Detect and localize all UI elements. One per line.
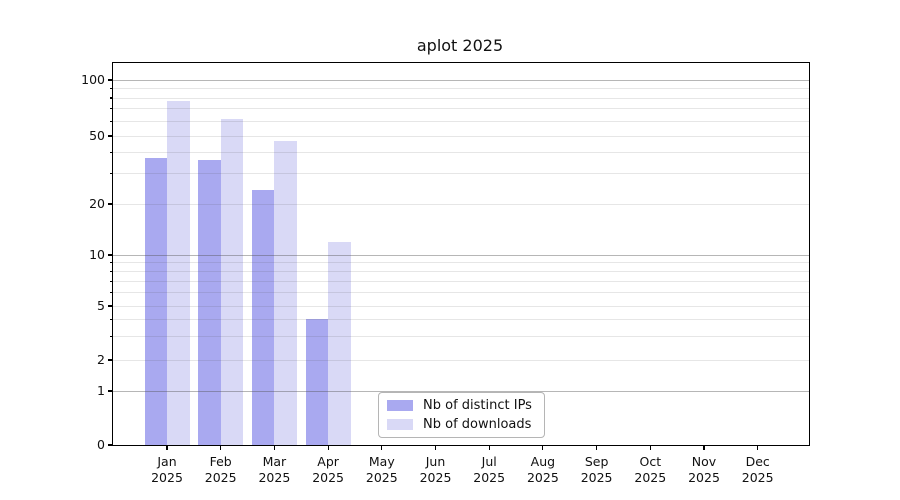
y-tick-label: 5 <box>97 298 105 313</box>
y-minor-gridline <box>113 120 809 122</box>
x-tick <box>327 445 329 450</box>
y-tick <box>108 203 113 205</box>
y-minor-tick <box>110 335 113 337</box>
bar-downloads <box>220 118 244 445</box>
y-tick-label: 1 <box>97 383 105 398</box>
y-minor-tick <box>110 280 113 282</box>
x-tick-label: Oct 2025 <box>634 454 667 485</box>
x-tick <box>703 445 705 450</box>
y-minor-gridline <box>113 152 809 154</box>
x-tick-label: May 2025 <box>365 454 398 485</box>
y-minor-gridline <box>113 108 809 110</box>
y-tick-label: 20 <box>89 196 105 211</box>
y-minor-tick <box>110 87 113 90</box>
x-tick <box>757 445 759 450</box>
y-minor-tick <box>110 120 113 122</box>
y-minor-gridline <box>113 135 809 137</box>
plot-area: 100 50 20 10 5 2 1 0 Jan 2025 Feb 2025 Mar 2025 Apr… <box>81 62 810 485</box>
x-tick-label: Mar 2025 <box>258 454 291 485</box>
y-minor-gridline <box>113 292 809 294</box>
x-tick <box>220 445 222 450</box>
axes-decorations: 100 50 20 10 5 2 1 0 Jan 2025 Feb 2025 Mar 2025 Apr… <box>81 63 809 485</box>
y-tick-label: 10 <box>89 247 105 262</box>
y-minor-gridline <box>113 318 809 320</box>
y-tick-label: 50 <box>89 128 105 143</box>
y-minor-gridline <box>113 270 809 272</box>
y-tick-label: 2 <box>97 352 105 367</box>
legend-label: Nb of distinct IPs <box>423 398 532 414</box>
x-tick <box>649 445 651 450</box>
y-minor-gridline <box>113 335 809 337</box>
y-minor-gridline <box>113 305 809 307</box>
y-minor-tick <box>110 151 113 154</box>
y-tick <box>108 135 113 137</box>
legend-label: Nb of downloads <box>423 416 532 432</box>
legend-row: Nb of distinct IPs <box>387 398 535 414</box>
x-tick <box>596 445 598 450</box>
y-minor-gridline <box>113 203 809 205</box>
legend-box: Nb of distinct IPs Nb of downloads <box>378 392 545 438</box>
bar-downloads <box>328 241 351 445</box>
y-tick <box>108 254 113 256</box>
x-tick <box>488 445 490 450</box>
bar-distinct-ips <box>251 190 275 445</box>
x-tick <box>381 445 383 450</box>
y-minor-tick <box>110 262 113 264</box>
legend-swatch <box>387 418 413 430</box>
y-minor-gridline <box>113 359 809 361</box>
y-tick <box>108 444 113 446</box>
bars-layer <box>113 63 809 445</box>
x-tick-label: Nov 2025 <box>688 454 720 485</box>
grid-layer <box>113 63 809 445</box>
y-major-gridline <box>113 79 809 81</box>
y-tick <box>108 390 113 392</box>
y-tick <box>108 305 113 307</box>
x-tick-label: Feb 2025 <box>204 454 237 485</box>
y-major-gridline <box>113 254 809 256</box>
y-tick-label: 100 <box>81 72 105 87</box>
y-minor-gridline <box>113 173 809 175</box>
chart-title: aplot 2025 <box>416 36 504 55</box>
y-minor-tick <box>110 97 113 99</box>
x-tick <box>166 445 168 450</box>
y-minor-tick <box>110 173 113 175</box>
x-tick-label: Aug 2025 <box>526 454 559 485</box>
x-tick-label: Apr 2025 <box>312 454 344 485</box>
bar-downloads <box>167 101 190 445</box>
x-tick <box>273 445 275 450</box>
y-tick <box>108 79 113 81</box>
y-minor-tick <box>110 318 113 320</box>
x-tick-label: Jan 2025 <box>151 454 183 485</box>
x-tick-label: Jun 2025 <box>419 454 452 485</box>
legend-swatch <box>387 400 413 412</box>
y-minor-gridline <box>113 97 809 99</box>
bar-distinct-ips <box>144 158 167 445</box>
bar-downloads <box>274 140 297 445</box>
x-tick-label: Dec 2025 <box>741 454 774 485</box>
y-tick <box>108 359 113 361</box>
x-tick <box>542 445 544 450</box>
y-minor-tick <box>110 108 113 110</box>
y-tick-label: 0 <box>97 437 105 452</box>
y-minor-gridline <box>113 262 809 264</box>
x-tick-label: Sep 2025 <box>580 454 613 485</box>
y-minor-tick <box>110 291 113 294</box>
y-minor-gridline <box>113 88 809 89</box>
y-minor-gridline <box>113 280 809 282</box>
y-minor-tick <box>110 270 113 272</box>
x-tick-label: Jul 2025 <box>473 454 506 485</box>
x-tick <box>434 445 437 450</box>
bar-distinct-ips <box>198 160 221 445</box>
legend-row: Nb of downloads <box>387 417 535 433</box>
y-major-gridline <box>113 390 809 392</box>
bar-distinct-ips <box>305 319 329 445</box>
